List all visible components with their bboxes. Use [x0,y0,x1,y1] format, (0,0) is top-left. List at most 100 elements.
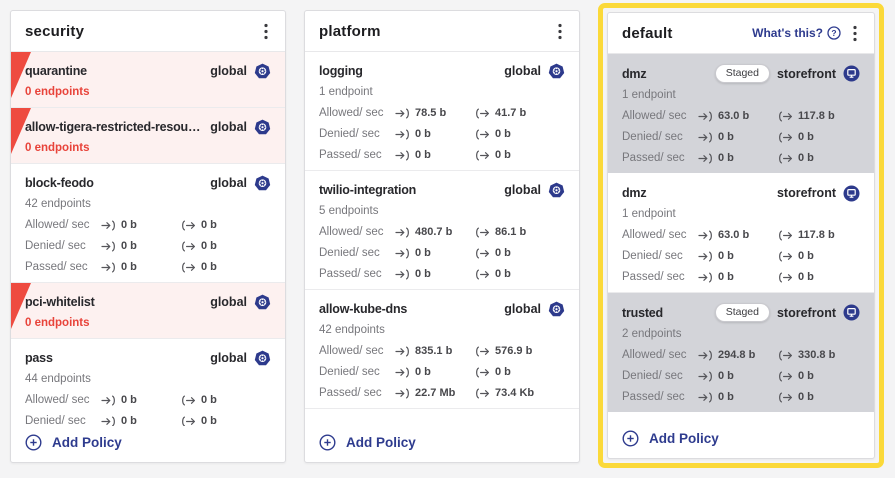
ingress-arrow-icon [101,262,115,272]
policy-name: dmz [622,66,647,81]
ingress-value: 835.1 b [415,345,453,357]
policy-card[interactable]: dmz storefront 1 endpoint Allowed/ sec [608,174,874,293]
policy-card[interactable]: block-feodo global [11,164,285,283]
policy-card-header: dmz Staged storefront [622,64,860,83]
whats-this-link[interactable]: What's this? ? [752,26,841,40]
add-policy-button[interactable]: Add Policy [305,426,579,462]
ingress-arrow-icon [101,220,115,230]
ingress-cell: 0 b [395,128,475,140]
ingress-value: 0 b [121,240,137,252]
ingress-value: 0 b [718,370,734,382]
stat-label: Allowed/ sec [622,110,687,122]
plus-icon [25,433,42,451]
egress-cell: 0 b [475,366,565,378]
policy-scope-label: global [210,351,247,365]
staged-badge: Staged [714,303,770,322]
namespace-icon [843,304,860,321]
egress-cell: 0 b [778,271,860,283]
add-policy-button[interactable]: Add Policy [11,426,285,462]
policy-card[interactable]: logging global [305,52,579,171]
ingress-arrow-icon [395,346,409,356]
stat-label: Passed/ sec [319,387,382,399]
ingress-arrow-icon [698,392,712,402]
policy-card[interactable]: allow-tigera-restricted-resources global [11,108,285,164]
egress-cell: 0 b [475,128,565,140]
egress-value: 0 b [798,271,814,283]
plus-icon [319,433,336,451]
endpoints-count: 1 endpoint [622,208,676,220]
ingress-cell: 0 b [101,394,181,406]
policy-name: pci-whitelist [25,295,95,309]
policy-card-header: block-feodo global [25,174,271,192]
stat-row: Passed/ sec 0 b 0 b [622,270,860,284]
policy-card[interactable]: pci-whitelist global [11,283,285,339]
add-policy-button[interactable]: Add Policy [608,422,874,458]
policy-name: allow-kube-dns [319,302,408,316]
namespace-icon [843,185,860,202]
kebab-menu-button[interactable] [850,23,860,44]
ingress-arrow-icon [395,108,409,118]
policy-name: trusted [622,305,663,320]
policy-card[interactable]: pass global [11,339,285,426]
egress-arrow-icon [779,111,792,121]
tier-frame: security quarantine global [10,10,286,463]
endpoints-count: 1 endpoint [319,86,373,98]
ingress-value: 0 b [718,131,734,143]
policy-card[interactable]: dmz Staged storefront 1 endpoint Allowed… [608,54,874,174]
egress-value: 0 b [495,366,511,378]
stat-label: Denied/ sec [319,247,380,259]
ingress-cell: 0 b [698,391,778,403]
tier-column: platform logging global [304,10,580,463]
egress-cell: 0 b [181,261,271,273]
egress-value: 0 b [495,149,511,161]
stat-label: Allowed/ sec [25,394,90,406]
egress-arrow-icon [779,251,792,261]
policy-card[interactable]: allow-kube-dns global [305,290,579,409]
policy-stats: Allowed/ sec 835.1 b 576.9 b Denied/ sec [319,344,565,400]
stat-label: Passed/ sec [25,261,88,273]
stat-label: Denied/ sec [622,370,683,382]
tier-frame: default What's this? ? dmz Staged [598,3,884,468]
stat-row: Allowed/ sec 63.0 b 117.8 b [622,228,860,242]
ingress-cell: 0 b [101,219,181,231]
add-policy-label: Add Policy [649,430,719,446]
egress-value: 117.8 b [798,229,835,241]
egress-cell: 117.8 b [778,110,860,122]
policy-card[interactable]: trusted storefront [608,413,874,422]
policy-stats: Allowed/ sec 78.5 b 41.7 b Denied/ sec [319,106,565,162]
stat-row: Passed/ sec 0 b 0 b [25,260,271,274]
stat-row: Denied/ sec 0 b 0 b [25,414,271,426]
policy-card[interactable]: twilio-integration global [305,171,579,290]
kebab-menu-button[interactable] [261,21,271,42]
stat-row: Allowed/ sec 294.8 b 330.8 b [622,348,860,362]
egress-arrow-icon [476,108,489,118]
egress-value: 576.9 b [495,345,533,357]
ingress-cell: 0 b [395,268,475,280]
policy-card[interactable]: quarantine global [11,52,285,108]
egress-cell: 576.9 b [475,345,565,357]
egress-value: 0 b [495,268,511,280]
stat-row: Passed/ sec 0 b 0 b [319,267,565,281]
egress-value: 0 b [201,394,217,406]
ingress-arrow-icon [101,416,115,426]
endpoints-count: 0 endpoints [25,317,90,329]
ingress-cell: 0 b [395,366,475,378]
stat-row: Passed/ sec 0 b 0 b [622,390,860,404]
egress-value: 0 b [201,261,217,273]
egress-cell: 0 b [181,394,271,406]
ingress-arrow-icon [395,150,409,160]
ingress-arrow-icon [698,230,712,240]
policy-scope-label: storefront [776,186,836,200]
egress-value: 0 b [201,415,217,426]
kubernetes-icon [548,63,565,80]
egress-arrow-icon [182,262,195,272]
policy-stats: Allowed/ sec 63.0 b 117.8 b Denied/ sec [622,109,860,165]
policy-card-header: allow-tigera-restricted-resources global [25,118,271,136]
egress-cell: 0 b [778,250,860,262]
endpoints-count: 0 endpoints [25,86,90,98]
policy-card[interactable]: trusted Staged storefront 2 endpoints Al… [608,293,874,413]
ingress-value: 22.7 Mb [415,387,456,399]
kebab-menu-button[interactable] [555,21,565,42]
tier-title: default [622,24,673,42]
ingress-arrow-icon [698,251,712,261]
